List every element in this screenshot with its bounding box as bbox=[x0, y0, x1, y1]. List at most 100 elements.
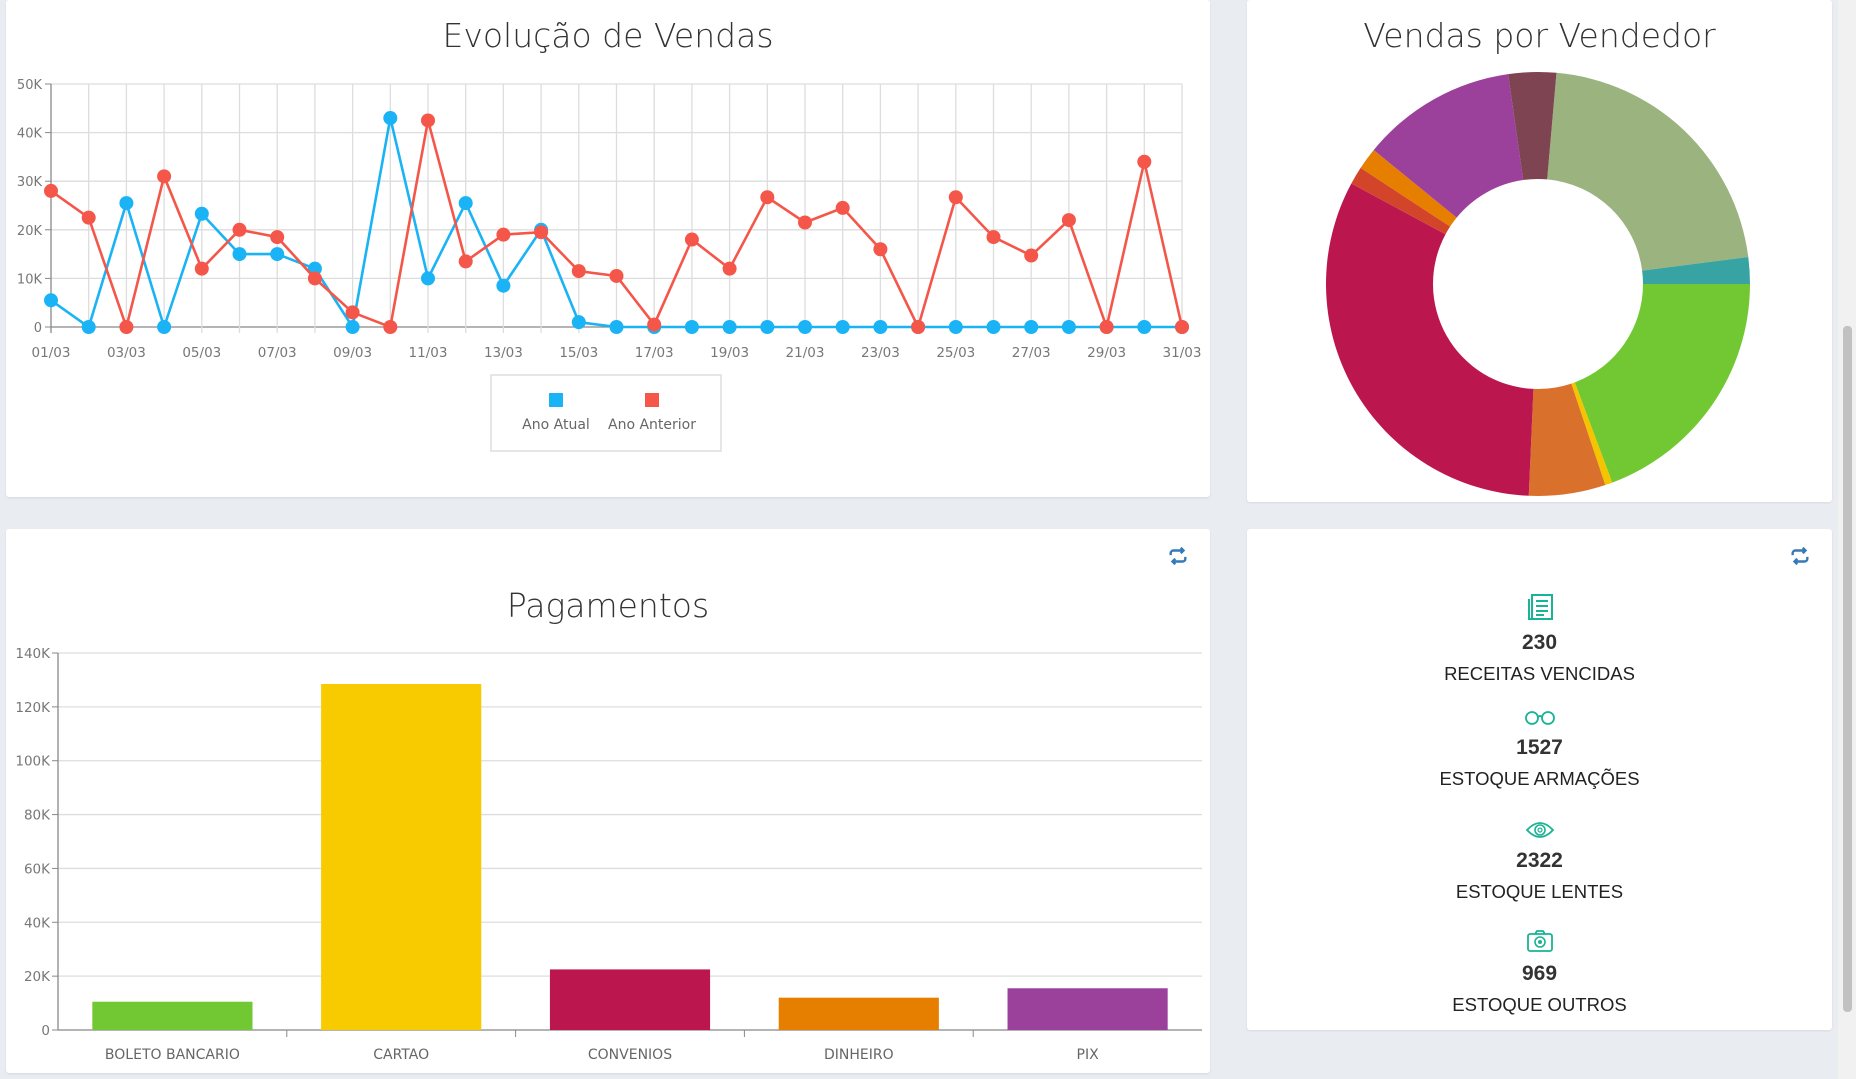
y-tick-label: 40K bbox=[17, 127, 43, 142]
data-point bbox=[345, 320, 360, 334]
payments-title: Pagamentos bbox=[506, 586, 710, 625]
stat-value: 969 bbox=[1521, 962, 1558, 985]
stat-label: RECEITAS VENCIDAS bbox=[1444, 663, 1635, 684]
x-tick-label: 09/03 bbox=[333, 345, 372, 361]
data-point bbox=[986, 230, 1001, 245]
y-tick-label: 60K bbox=[24, 861, 51, 877]
stat-value: 1527 bbox=[1516, 736, 1563, 759]
sales-evolution-title: Evolução de Vendas bbox=[442, 16, 774, 55]
data-point bbox=[609, 320, 624, 334]
x-tick-label: 15/03 bbox=[559, 345, 598, 361]
data-point bbox=[873, 242, 888, 257]
data-point bbox=[684, 232, 699, 247]
data-point bbox=[421, 271, 435, 286]
refresh-icon[interactable] bbox=[1789, 545, 1811, 567]
data-point bbox=[1137, 320, 1152, 334]
donut-slice bbox=[1508, 72, 1557, 181]
donut-slice bbox=[1325, 183, 1534, 496]
donut-slice bbox=[1360, 150, 1457, 227]
data-point bbox=[873, 320, 888, 334]
legend-label: Ano Atual bbox=[522, 417, 590, 433]
x-tick-label: DINHEIRO bbox=[824, 1047, 894, 1063]
data-point bbox=[458, 254, 473, 269]
data-point bbox=[307, 271, 322, 286]
legend-swatch bbox=[549, 393, 563, 407]
page-scrollbar[interactable] bbox=[1838, 0, 1856, 1079]
data-point bbox=[1175, 320, 1189, 334]
y-tick-label: 20K bbox=[17, 224, 43, 239]
data-point bbox=[232, 222, 247, 237]
donut-slice bbox=[1574, 284, 1750, 483]
y-tick-label: 0 bbox=[41, 1023, 50, 1039]
stat-receitas-vencidas: 230 RECEITAS VENCIDAS bbox=[1247, 593, 1832, 685]
data-point bbox=[157, 320, 172, 334]
x-tick-label: 25/03 bbox=[936, 345, 975, 361]
y-tick-label: 10K bbox=[17, 272, 43, 287]
data-point bbox=[496, 278, 511, 293]
sales-by-seller-title: Vendas por Vendedor bbox=[1363, 16, 1716, 55]
payments-panel: Pagamentos 0 20K 40K 60K 80K 100K 120K 140K BOLE… bbox=[6, 529, 1210, 1073]
x-tick-label: 29/03 bbox=[1087, 345, 1126, 361]
stat-label: ESTOQUE OUTROS bbox=[1452, 994, 1627, 1015]
x-tick-label: PIX bbox=[1077, 1047, 1100, 1063]
scrollbar-thumb[interactable] bbox=[1843, 326, 1852, 1012]
x-tick-label: 23/03 bbox=[861, 345, 900, 361]
payments-bar-chart: 0 20K 40K 60K 80K 100K 120K 140K BOLETO BANCARIO… bbox=[15, 646, 1202, 1063]
donut-slice bbox=[1351, 167, 1451, 235]
refresh-icon[interactable] bbox=[1167, 545, 1189, 567]
data-point bbox=[835, 320, 850, 334]
data-point bbox=[421, 113, 435, 128]
stat-estoque-lentes: 2322 ESTOQUE LENTES bbox=[1247, 821, 1832, 903]
stat-estoque-outros: 969 ESTOQUE OUTROS bbox=[1247, 930, 1832, 1016]
x-tick-label: 31/03 bbox=[1163, 345, 1202, 361]
x-tick-label: 17/03 bbox=[635, 345, 674, 361]
y-tick-label: 0 bbox=[34, 321, 42, 336]
data-point bbox=[44, 183, 58, 198]
data-point bbox=[948, 190, 963, 205]
data-point bbox=[194, 206, 209, 221]
data-point bbox=[232, 247, 247, 262]
donut-slice bbox=[1373, 74, 1524, 218]
bar-boleto-bancario bbox=[92, 1001, 253, 1030]
data-point bbox=[534, 225, 549, 240]
x-tick-label: 27/03 bbox=[1012, 345, 1051, 361]
data-point bbox=[911, 320, 926, 334]
data-point bbox=[307, 261, 322, 276]
y-tick-label: 120K bbox=[15, 700, 51, 716]
donut-slice bbox=[1642, 257, 1750, 284]
data-point bbox=[1061, 320, 1076, 334]
eye-icon bbox=[1525, 822, 1554, 838]
legend-label: Ano Anterior bbox=[608, 417, 696, 433]
bar-cartao bbox=[321, 683, 482, 1030]
x-tick-label: BOLETO BANCARIO bbox=[105, 1047, 240, 1063]
data-point bbox=[81, 210, 96, 225]
data-point bbox=[345, 305, 360, 320]
data-point bbox=[647, 317, 662, 332]
data-point bbox=[571, 315, 586, 330]
glasses-icon bbox=[1524, 711, 1555, 725]
data-point bbox=[986, 320, 1001, 334]
stat-value: 2322 bbox=[1516, 849, 1563, 872]
x-tick-label: 11/03 bbox=[409, 345, 448, 361]
data-point bbox=[609, 268, 624, 283]
donut-slice bbox=[1528, 383, 1606, 497]
data-point bbox=[496, 227, 511, 242]
data-point bbox=[798, 320, 812, 334]
stat-value: 230 bbox=[1521, 631, 1558, 654]
sales-by-seller-donut bbox=[1325, 72, 1750, 497]
data-point bbox=[383, 111, 398, 126]
y-tick-label: 30K bbox=[17, 175, 43, 190]
data-point bbox=[1061, 213, 1076, 228]
bar-dinheiro bbox=[778, 997, 939, 1030]
data-point bbox=[1137, 154, 1152, 169]
data-point bbox=[760, 320, 775, 334]
sales-by-seller-panel: Vendas por Vendedor bbox=[1247, 0, 1832, 502]
y-tick-label: 100K bbox=[15, 754, 51, 770]
bar-convenios bbox=[549, 969, 711, 1030]
data-point bbox=[760, 190, 775, 205]
y-tick-label: 80K bbox=[24, 808, 51, 824]
y-tick-label: 20K bbox=[24, 969, 51, 985]
x-tick-label: 05/03 bbox=[182, 345, 221, 361]
data-point bbox=[270, 230, 285, 245]
data-point bbox=[1099, 320, 1114, 334]
